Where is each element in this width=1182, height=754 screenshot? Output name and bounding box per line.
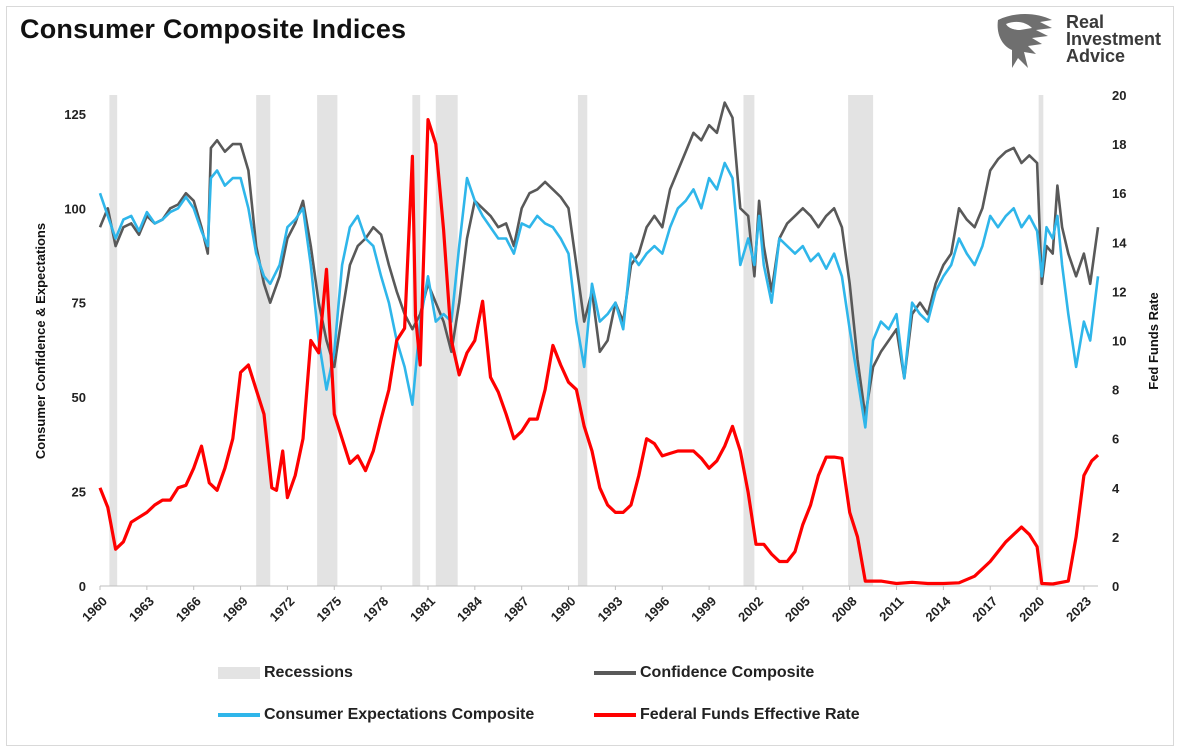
x-tick-label: 2008 (829, 594, 860, 625)
eagle-head-icon (997, 14, 1052, 68)
y-right-tick-label: 4 (1112, 481, 1120, 496)
x-tick-label: 1984 (454, 593, 486, 625)
x-tick-label: 1969 (220, 594, 251, 625)
x-tick-label: 2017 (969, 594, 1000, 625)
y-left-tick-label: 100 (64, 201, 86, 216)
recession-band (256, 95, 271, 586)
recession-band (743, 95, 755, 586)
y-right-tick-label: 20 (1112, 88, 1126, 103)
y-left-axis-label: Consumer Confidence & Expectations (33, 223, 48, 459)
y-right-ticks: 0 2 4 6 8 10 12 14 16 18 20 (1112, 88, 1127, 594)
x-axis-ticks: 1960 1963 1966 1969 1972 1975 1978 1981 1984 1987… (79, 586, 1094, 625)
recession-band (577, 95, 588, 586)
y-left-tick-label: 25 (72, 485, 86, 500)
logo-text: Real Investment Advice (1066, 12, 1162, 66)
x-tick-label: 2005 (782, 594, 813, 625)
chart-frame (6, 6, 1174, 746)
y-right-tick-label: 0 (1112, 579, 1119, 594)
x-tick-label: 1972 (266, 594, 297, 625)
x-tick-label: 2020 (1016, 594, 1047, 625)
series-lines (98, 101, 1100, 586)
logo-line: Real (1066, 12, 1105, 32)
x-tick-label: 1966 (173, 594, 204, 625)
recession-band (1038, 95, 1044, 586)
y-right-axis-label: Fed Funds Rate (1146, 292, 1161, 390)
x-tick-label: 2011 (876, 594, 907, 625)
x-tick-label: 2023 (1063, 594, 1094, 625)
y-right-tick-label: 8 (1112, 383, 1119, 398)
x-tick-label: 1996 (641, 594, 672, 625)
y-right-tick-label: 10 (1112, 334, 1126, 349)
recession-band (109, 95, 118, 586)
recession-bands (109, 95, 1044, 586)
x-tick-label: 1993 (594, 594, 625, 625)
x-tick-label: 1999 (688, 594, 719, 625)
x-tick-label: 1963 (126, 594, 157, 625)
x-tick-label: 2002 (735, 594, 766, 625)
y-right-tick-label: 18 (1112, 137, 1126, 152)
y-right-tick-label: 14 (1112, 235, 1127, 250)
y-left-tick-label: 50 (72, 390, 86, 405)
y-left-tick-label: 125 (64, 107, 86, 122)
logo-line: Advice (1066, 46, 1126, 66)
x-tick-label: 1987 (501, 594, 532, 625)
x-tick-label: 1975 (313, 594, 344, 625)
x-tick-label: 1981 (407, 594, 438, 625)
x-tick-label: 1960 (79, 594, 110, 625)
y-right-tick-label: 6 (1112, 432, 1119, 447)
logo-line: Investment (1066, 29, 1162, 49)
brand-logo: Real Investment Advice (992, 10, 1172, 74)
y-right-tick-label: 12 (1112, 284, 1126, 299)
y-left-tick-label: 75 (72, 296, 86, 311)
series-line (98, 118, 1100, 586)
x-tick-label: 2014 (922, 593, 954, 625)
series-line (98, 161, 1100, 429)
y-right-tick-label: 16 (1112, 186, 1126, 201)
chart-title: Consumer Composite Indices (20, 14, 407, 44)
x-tick-label: 1978 (360, 594, 391, 625)
y-left-tick-label: 0 (79, 579, 86, 594)
series-line (98, 101, 1100, 418)
y-right-tick-label: 2 (1112, 530, 1119, 545)
y-left-ticks: 0 25 50 75 100 125 (64, 107, 86, 594)
x-tick-label: 1990 (548, 594, 579, 625)
